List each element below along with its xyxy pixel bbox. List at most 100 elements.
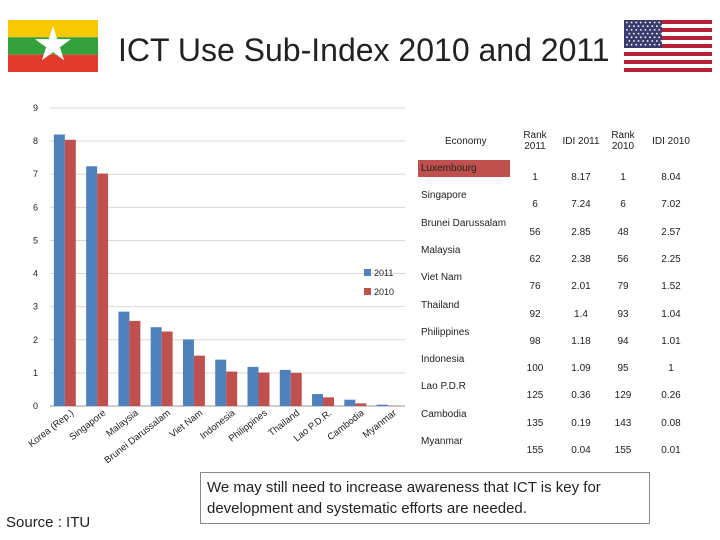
bar-2010-7: [290, 372, 302, 406]
cell-rank2010: 129: [614, 390, 632, 402]
cell-rank2011: 76: [529, 281, 541, 293]
table-row: Luxembourg 1 8.17 1 8.04: [415, 160, 715, 187]
cell-idi2011: 1.18: [571, 335, 591, 347]
y-tick-label: 7: [33, 169, 38, 179]
highlight-cell: [418, 160, 510, 177]
idi-table: Economy Rank 2011 IDI 2011 Rank 2010 IDI…: [415, 128, 715, 460]
bar-2011-9: [344, 399, 356, 406]
cell-idi2010: 0.26: [661, 390, 681, 402]
bar-2010-3: [161, 331, 173, 406]
bar-2011-2: [118, 311, 130, 406]
cell-idi2010: 1.52: [661, 281, 681, 293]
header-idi-2010: IDI 2010: [652, 136, 690, 147]
cell-rank2010: 79: [617, 281, 629, 293]
cell-idi2011: 2.38: [571, 253, 591, 265]
cell-economy: Indonesia: [421, 354, 465, 366]
cell-idi2010: 2.25: [661, 253, 681, 265]
table-row: Philippines 98 1.18 94 1.01: [415, 324, 715, 351]
bar-chart: 0 1 2 3 4 5 6 7 8 9 Korea (Rep.)SingaporeMalaysia…: [26, 103, 405, 466]
cell-idi2010: 1.01: [661, 335, 681, 347]
cell-rank2011: 62: [529, 253, 541, 265]
cell-rank2010: 94: [617, 335, 629, 347]
bar-2010-4: [193, 355, 205, 406]
y-tick-label: 1: [33, 368, 38, 378]
cell-idi2011: 0.04: [571, 445, 591, 456]
table-row: Brunei Darussalam 56 2.85 48 2.57: [415, 215, 715, 242]
cell-rank2011: 155: [526, 445, 544, 456]
cell-rank2010: 93: [617, 308, 629, 320]
cell-idi2010: 7.02: [661, 199, 681, 211]
cell-rank2011: 125: [526, 390, 544, 402]
cell-rank2011: 98: [529, 335, 541, 347]
table-row: Singapore 6 7.24 6 7.02: [415, 187, 715, 214]
x-tick-label: Myanmar: [361, 408, 399, 441]
bar-2011-5: [215, 359, 227, 406]
bar-2010-1: [97, 173, 109, 406]
cell-economy: Luxembourg: [421, 163, 477, 174]
bar-2011-3: [150, 327, 162, 406]
table-header: Economy Rank 2011 IDI 2011 Rank 2010 IDI…: [415, 128, 715, 156]
cell-rank2010: 48: [617, 226, 629, 238]
cell-economy: Cambodia: [421, 408, 467, 420]
message-box: We may still need to increase awareness …: [200, 472, 650, 524]
cell-idi2011: 0.19: [571, 417, 591, 429]
bar-2010-2: [129, 320, 141, 406]
cell-economy: Lao P.D.R: [421, 381, 466, 393]
us-flag-icon: [624, 20, 712, 72]
cell-economy: Myanmar: [421, 436, 463, 447]
cell-rank2010: 95: [617, 363, 629, 375]
cell-economy: Brunei Darussalam: [421, 217, 507, 229]
chart-bars: [53, 134, 399, 407]
bar-2010-5: [226, 371, 238, 406]
table-row: Viet Nam 76 2.01 79 1.52: [415, 269, 715, 296]
cell-rank2011: 1: [532, 172, 538, 183]
y-tick-label: 5: [33, 235, 38, 245]
cell-rank2010: 56: [617, 253, 629, 265]
y-tick-label: 0: [33, 401, 38, 411]
cell-idi2011: 8.17: [571, 172, 591, 183]
header-rank-2011: Rank 2011: [523, 130, 547, 152]
chart-legend: 2011 2010: [364, 268, 394, 297]
cell-rank2010: 1: [620, 172, 626, 183]
cell-idi2010: 0.01: [661, 445, 681, 456]
header-economy: Economy: [445, 136, 487, 147]
legend-swatch-2010: [364, 288, 371, 295]
bar-2010-9: [355, 403, 367, 406]
x-tick-label: Singapore: [67, 408, 108, 443]
cell-rank2010: 143: [614, 417, 632, 429]
legend-label: 2010: [374, 287, 394, 297]
bar-2010-6: [258, 372, 270, 406]
y-tick-label: 4: [33, 269, 38, 279]
cell-idi2011: 1.09: [571, 363, 591, 375]
bar-2011-10: [376, 404, 388, 406]
y-tick-label: 3: [33, 302, 38, 312]
cell-idi2010: 0.08: [661, 417, 681, 429]
cell-idi2011: 7.24: [571, 199, 591, 211]
cell-economy: Viet Nam: [421, 272, 462, 284]
cell-economy: Philippines: [421, 326, 470, 338]
y-tick-label: 6: [33, 202, 38, 212]
bar-2011-0: [53, 134, 65, 406]
cell-idi2010: 2.57: [661, 226, 681, 238]
cell-economy: Thailand: [421, 299, 460, 311]
bar-2010-10: [387, 405, 399, 407]
y-tick-label: 8: [33, 136, 38, 146]
y-tick-label: 2: [33, 335, 38, 345]
table-row: Malaysia 62 2.38 56 2.25: [415, 242, 715, 269]
cell-rank2011: 6: [532, 199, 538, 211]
cell-rank2011: 100: [526, 363, 544, 375]
x-tick-label: Korea (Rep.): [26, 408, 76, 450]
bar-2011-7: [279, 369, 291, 406]
cell-idi2011: 2.01: [571, 281, 591, 293]
header-rank-2010: Rank 2010: [611, 130, 635, 152]
x-tick-label: Cambodia: [326, 407, 367, 443]
cell-rank2011: 56: [529, 226, 541, 238]
table-row: Thailand 92 1.4 93 1.04: [415, 297, 715, 324]
cell-rank2011: 135: [526, 417, 544, 429]
legend-swatch-2011: [364, 269, 371, 276]
cell-idi2011: 2.85: [571, 226, 591, 238]
bar-2010-0: [64, 139, 76, 406]
cell-idi2010: 8.04: [661, 172, 681, 183]
y-axis-ticks: 0 1 2 3 4 5 6 7 8 9: [33, 103, 38, 411]
